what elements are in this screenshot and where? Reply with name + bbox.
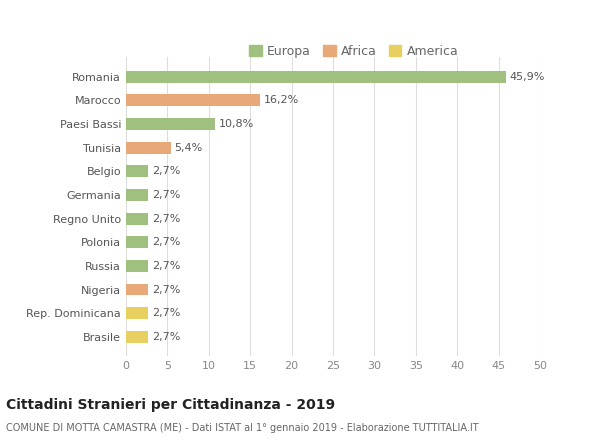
Bar: [126, 142, 171, 154]
Text: 2,7%: 2,7%: [152, 285, 180, 295]
Bar: [126, 71, 506, 83]
Text: 16,2%: 16,2%: [263, 95, 299, 105]
Text: 5,4%: 5,4%: [174, 143, 202, 153]
Bar: [126, 118, 215, 130]
Text: 2,7%: 2,7%: [152, 308, 180, 318]
Bar: [126, 331, 148, 343]
Bar: [126, 236, 148, 248]
Text: 2,7%: 2,7%: [152, 332, 180, 342]
Bar: [126, 260, 148, 272]
Bar: [126, 213, 148, 224]
Bar: [126, 284, 148, 296]
Legend: Europa, Africa, America: Europa, Africa, America: [244, 40, 463, 62]
Text: 2,7%: 2,7%: [152, 237, 180, 247]
Text: 45,9%: 45,9%: [509, 72, 545, 82]
Text: 2,7%: 2,7%: [152, 190, 180, 200]
Bar: [126, 95, 260, 106]
Text: 10,8%: 10,8%: [219, 119, 254, 129]
Bar: [126, 307, 148, 319]
Text: Cittadini Stranieri per Cittadinanza - 2019: Cittadini Stranieri per Cittadinanza - 2…: [6, 398, 335, 412]
Text: COMUNE DI MOTTA CAMASTRA (ME) - Dati ISTAT al 1° gennaio 2019 - Elaborazione TUT: COMUNE DI MOTTA CAMASTRA (ME) - Dati IST…: [6, 423, 479, 433]
Text: 2,7%: 2,7%: [152, 166, 180, 176]
Text: 2,7%: 2,7%: [152, 214, 180, 224]
Text: 2,7%: 2,7%: [152, 261, 180, 271]
Bar: [126, 165, 148, 177]
Bar: [126, 189, 148, 201]
